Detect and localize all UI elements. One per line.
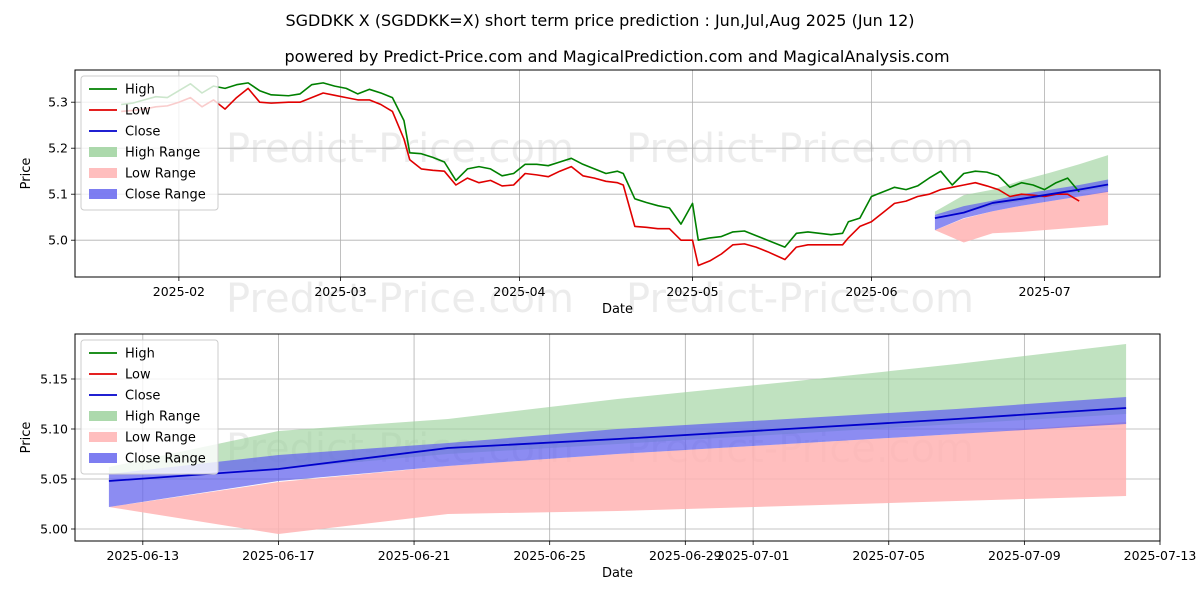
legend-label-close-range: Close Range: [125, 188, 206, 203]
close-line: [108, 407, 1127, 482]
watermark-top-1: Predict-Price.com: [226, 126, 574, 172]
y-tick-label-2: 5.2: [48, 141, 68, 156]
low-range-band: [108, 422, 1127, 534]
x-tick-label-3: 2025-06-25: [513, 548, 586, 563]
y-tick-label-3: 5.15: [40, 372, 68, 387]
x-tick-label-3: 2025-05: [666, 284, 718, 299]
legend-swatch-low-range: [89, 168, 117, 178]
legend-label-high-range: High Range: [125, 410, 200, 425]
y-tick-label-3: 5.3: [48, 95, 68, 110]
legend: High Low Close High Range Low Range Close Ran…: [80, 75, 219, 211]
legend-label-high: High: [125, 83, 155, 98]
x-tick-label-2: 2025-06-21: [378, 548, 451, 563]
x-tick-label-6: 2025-07-05: [852, 548, 925, 563]
plot-area: [121, 82, 1109, 267]
legend-swatch-high-range: [89, 411, 117, 421]
legend-swatch-high-range: [89, 147, 117, 157]
x-tick-label-5: 2025-07: [1018, 284, 1070, 299]
top-panel: 2025-02 2025-03 2025-04 2025-05 2025-06 2025-…: [19, 69, 1161, 317]
legend-label-high: High: [125, 347, 155, 362]
plot-frame: [74, 69, 1161, 278]
x-tick-label-8: 2025-07-13: [1124, 548, 1197, 563]
legend-label-close: Close: [125, 125, 160, 140]
y-tick-label-1: 5.1: [48, 187, 68, 202]
high-line: [121, 82, 1080, 248]
y-tick-label-0: 5.0: [48, 233, 68, 248]
x-tick-label-5: 2025-07-01: [717, 548, 790, 563]
high-range-band: [108, 344, 1127, 474]
legend-label-low: Low: [125, 104, 151, 119]
watermark-top-2: Predict-Price.com: [626, 126, 974, 172]
chart-subtitle: powered by Predict-Price.com and Magical…: [284, 47, 949, 66]
close-line: [934, 183, 1109, 220]
y-axis-label: Price: [19, 158, 34, 190]
plot-area: [108, 344, 1127, 534]
legend-swatch-close-range: [89, 453, 117, 463]
y-tick-label-2: 5.10: [40, 422, 68, 437]
x-axis-label: Date: [602, 302, 633, 317]
y-axis-label: Price: [19, 422, 34, 454]
legend-label-low: Low: [125, 368, 151, 383]
chart-title: SGDDKK X (SGDDKK=X) short term price pre…: [286, 11, 915, 30]
x-tick-label-2: 2025-04: [493, 284, 545, 299]
legend-swatch-close-range: [89, 189, 117, 199]
legend-label-low-range: Low Range: [125, 167, 196, 182]
legend: High Low Close High Range Low Range Close Ran…: [80, 339, 219, 475]
legend-label-close: Close: [125, 389, 160, 404]
x-tick-label-4: 2025-06-29: [649, 548, 722, 563]
x-axis-label: Date: [602, 566, 633, 581]
legend-label-high-range: High Range: [125, 146, 200, 161]
watermark-top-4: Predict-Price.com: [626, 276, 974, 322]
high-range-band: [934, 155, 1109, 215]
legend-swatch-low-range: [89, 432, 117, 442]
bottom-panel: 2025-06-13 2025-06-17 2025-06-21 2025-06-25…: [19, 333, 1197, 581]
x-tick-label-0: 2025-06-13: [106, 548, 179, 563]
watermark-top-3: Predict-Price.com: [226, 276, 574, 322]
x-tick-label-1: 2025-03: [314, 284, 366, 299]
x-tick-label-0: 2025-02: [153, 284, 205, 299]
x-tick-label-4: 2025-06: [845, 284, 897, 299]
low-line: [121, 87, 1080, 267]
x-tick-label-7: 2025-07-09: [988, 548, 1061, 563]
x-tick-label-1: 2025-06-17: [242, 548, 315, 563]
y-tick-label-0: 5.00: [40, 522, 68, 537]
plot-frame: [74, 333, 1161, 542]
legend-label-close-range: Close Range: [125, 452, 206, 467]
y-tick-label-1: 5.05: [40, 472, 68, 487]
low-range-band: [934, 190, 1109, 243]
legend-label-low-range: Low Range: [125, 431, 196, 446]
